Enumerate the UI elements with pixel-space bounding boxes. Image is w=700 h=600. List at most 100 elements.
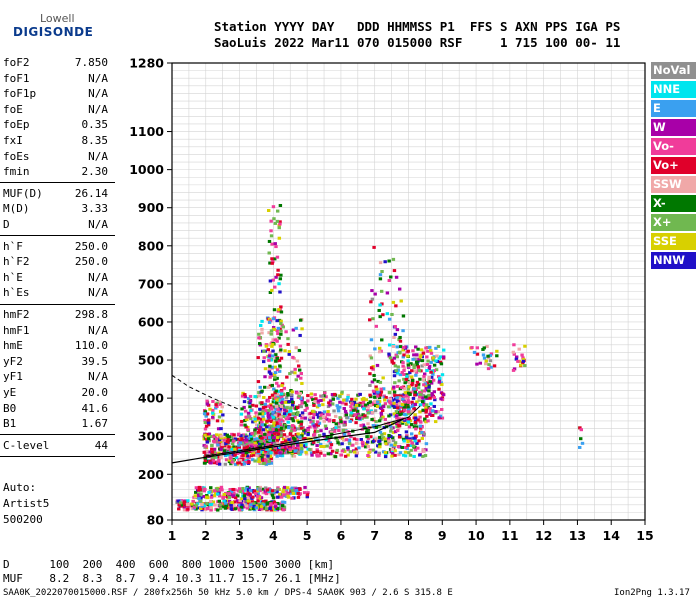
echo-point bbox=[399, 394, 403, 398]
echo-point bbox=[318, 416, 323, 420]
echo-point bbox=[387, 439, 391, 443]
param-value: 41.6 bbox=[81, 401, 109, 415]
echo-point bbox=[440, 408, 444, 412]
echo-point bbox=[219, 501, 223, 505]
echo-point bbox=[265, 425, 269, 429]
echo-point bbox=[268, 439, 272, 443]
echo-point bbox=[242, 494, 247, 498]
echo-point bbox=[430, 375, 434, 379]
echo-point bbox=[374, 420, 378, 424]
echo-point bbox=[238, 459, 243, 463]
echo-point bbox=[282, 386, 287, 390]
echo-point bbox=[488, 354, 493, 358]
echo-point bbox=[329, 451, 333, 455]
echo-point bbox=[208, 503, 213, 507]
echo-point bbox=[267, 456, 271, 460]
echo-point bbox=[336, 406, 340, 410]
x-tick-label: 3 bbox=[235, 528, 244, 543]
echo-point bbox=[264, 343, 269, 347]
echo-point bbox=[297, 364, 301, 368]
echo-point bbox=[219, 447, 223, 451]
echo-point bbox=[177, 507, 181, 511]
echo-point bbox=[302, 491, 307, 495]
echo-point bbox=[339, 420, 343, 424]
echo-point bbox=[368, 383, 372, 387]
echo-point bbox=[381, 387, 386, 391]
echo-point bbox=[394, 369, 398, 373]
auto-code: 500200 bbox=[3, 513, 43, 526]
echo-point bbox=[257, 332, 261, 336]
echo-point bbox=[402, 372, 406, 376]
echo-point bbox=[269, 457, 273, 461]
echo-point bbox=[381, 376, 385, 380]
echo-point bbox=[201, 506, 205, 510]
echo-point bbox=[260, 423, 264, 427]
echo-point bbox=[374, 390, 378, 394]
echo-point bbox=[316, 423, 320, 427]
echo-point bbox=[245, 418, 249, 422]
echo-point bbox=[349, 409, 353, 413]
param-label: h`E bbox=[3, 270, 23, 284]
echo-point bbox=[319, 444, 323, 448]
echo-point bbox=[277, 428, 281, 432]
echo-point bbox=[240, 419, 244, 423]
echo-point bbox=[424, 395, 428, 399]
echo-point bbox=[328, 399, 333, 403]
echo-point bbox=[299, 376, 303, 380]
echo-point bbox=[317, 434, 322, 438]
echo-point bbox=[326, 439, 331, 443]
echo-point bbox=[279, 273, 283, 277]
echo-point bbox=[215, 404, 219, 408]
header-line-2: SaoLuis 2022 Mar11 070 015000 RSF 1 715 … bbox=[214, 35, 621, 50]
echo-point bbox=[277, 282, 281, 286]
echo-point bbox=[315, 420, 320, 424]
echo-point bbox=[257, 459, 262, 463]
echo-point bbox=[315, 450, 320, 454]
echo-point bbox=[315, 405, 320, 409]
echo-point bbox=[327, 413, 331, 417]
echo-point bbox=[269, 219, 273, 223]
echo-point bbox=[217, 400, 222, 404]
echo-point bbox=[378, 445, 382, 449]
echo-point bbox=[280, 323, 284, 327]
echo-point bbox=[268, 426, 272, 430]
echo-point bbox=[369, 356, 374, 360]
echo-point bbox=[214, 437, 219, 441]
echo-point bbox=[312, 424, 316, 428]
echo-point bbox=[396, 445, 401, 449]
echo-point bbox=[303, 485, 307, 489]
echo-point bbox=[383, 402, 388, 406]
echo-point bbox=[275, 392, 280, 396]
echo-point bbox=[264, 462, 269, 466]
echo-point bbox=[371, 401, 375, 405]
echo-point bbox=[388, 424, 393, 428]
echo-point bbox=[397, 338, 401, 342]
echo-point bbox=[392, 356, 397, 360]
echo-point bbox=[217, 488, 222, 492]
echo-point bbox=[208, 459, 212, 463]
echo-point bbox=[214, 403, 218, 407]
echo-point bbox=[217, 462, 222, 466]
echo-point bbox=[275, 381, 279, 385]
echo-point bbox=[286, 411, 290, 415]
echo-point bbox=[377, 453, 381, 457]
echo-point bbox=[400, 445, 404, 449]
echo-point bbox=[366, 454, 370, 458]
echo-point bbox=[282, 408, 287, 412]
param-label: yF2 bbox=[3, 354, 23, 368]
echo-point bbox=[251, 451, 256, 455]
echo-point bbox=[393, 405, 397, 409]
echo-point bbox=[346, 446, 350, 450]
echo-point bbox=[340, 442, 344, 446]
param-value: 250.0 bbox=[74, 239, 108, 253]
echo-point bbox=[419, 348, 424, 352]
echo-point bbox=[403, 400, 407, 404]
echo-point bbox=[387, 352, 391, 356]
echo-point bbox=[380, 338, 384, 342]
echo-point bbox=[271, 317, 276, 321]
echo-point bbox=[366, 444, 371, 448]
echo-point bbox=[389, 443, 393, 447]
echo-point bbox=[264, 440, 268, 444]
legend-item: NNE bbox=[651, 81, 696, 98]
echo-point bbox=[321, 412, 325, 416]
